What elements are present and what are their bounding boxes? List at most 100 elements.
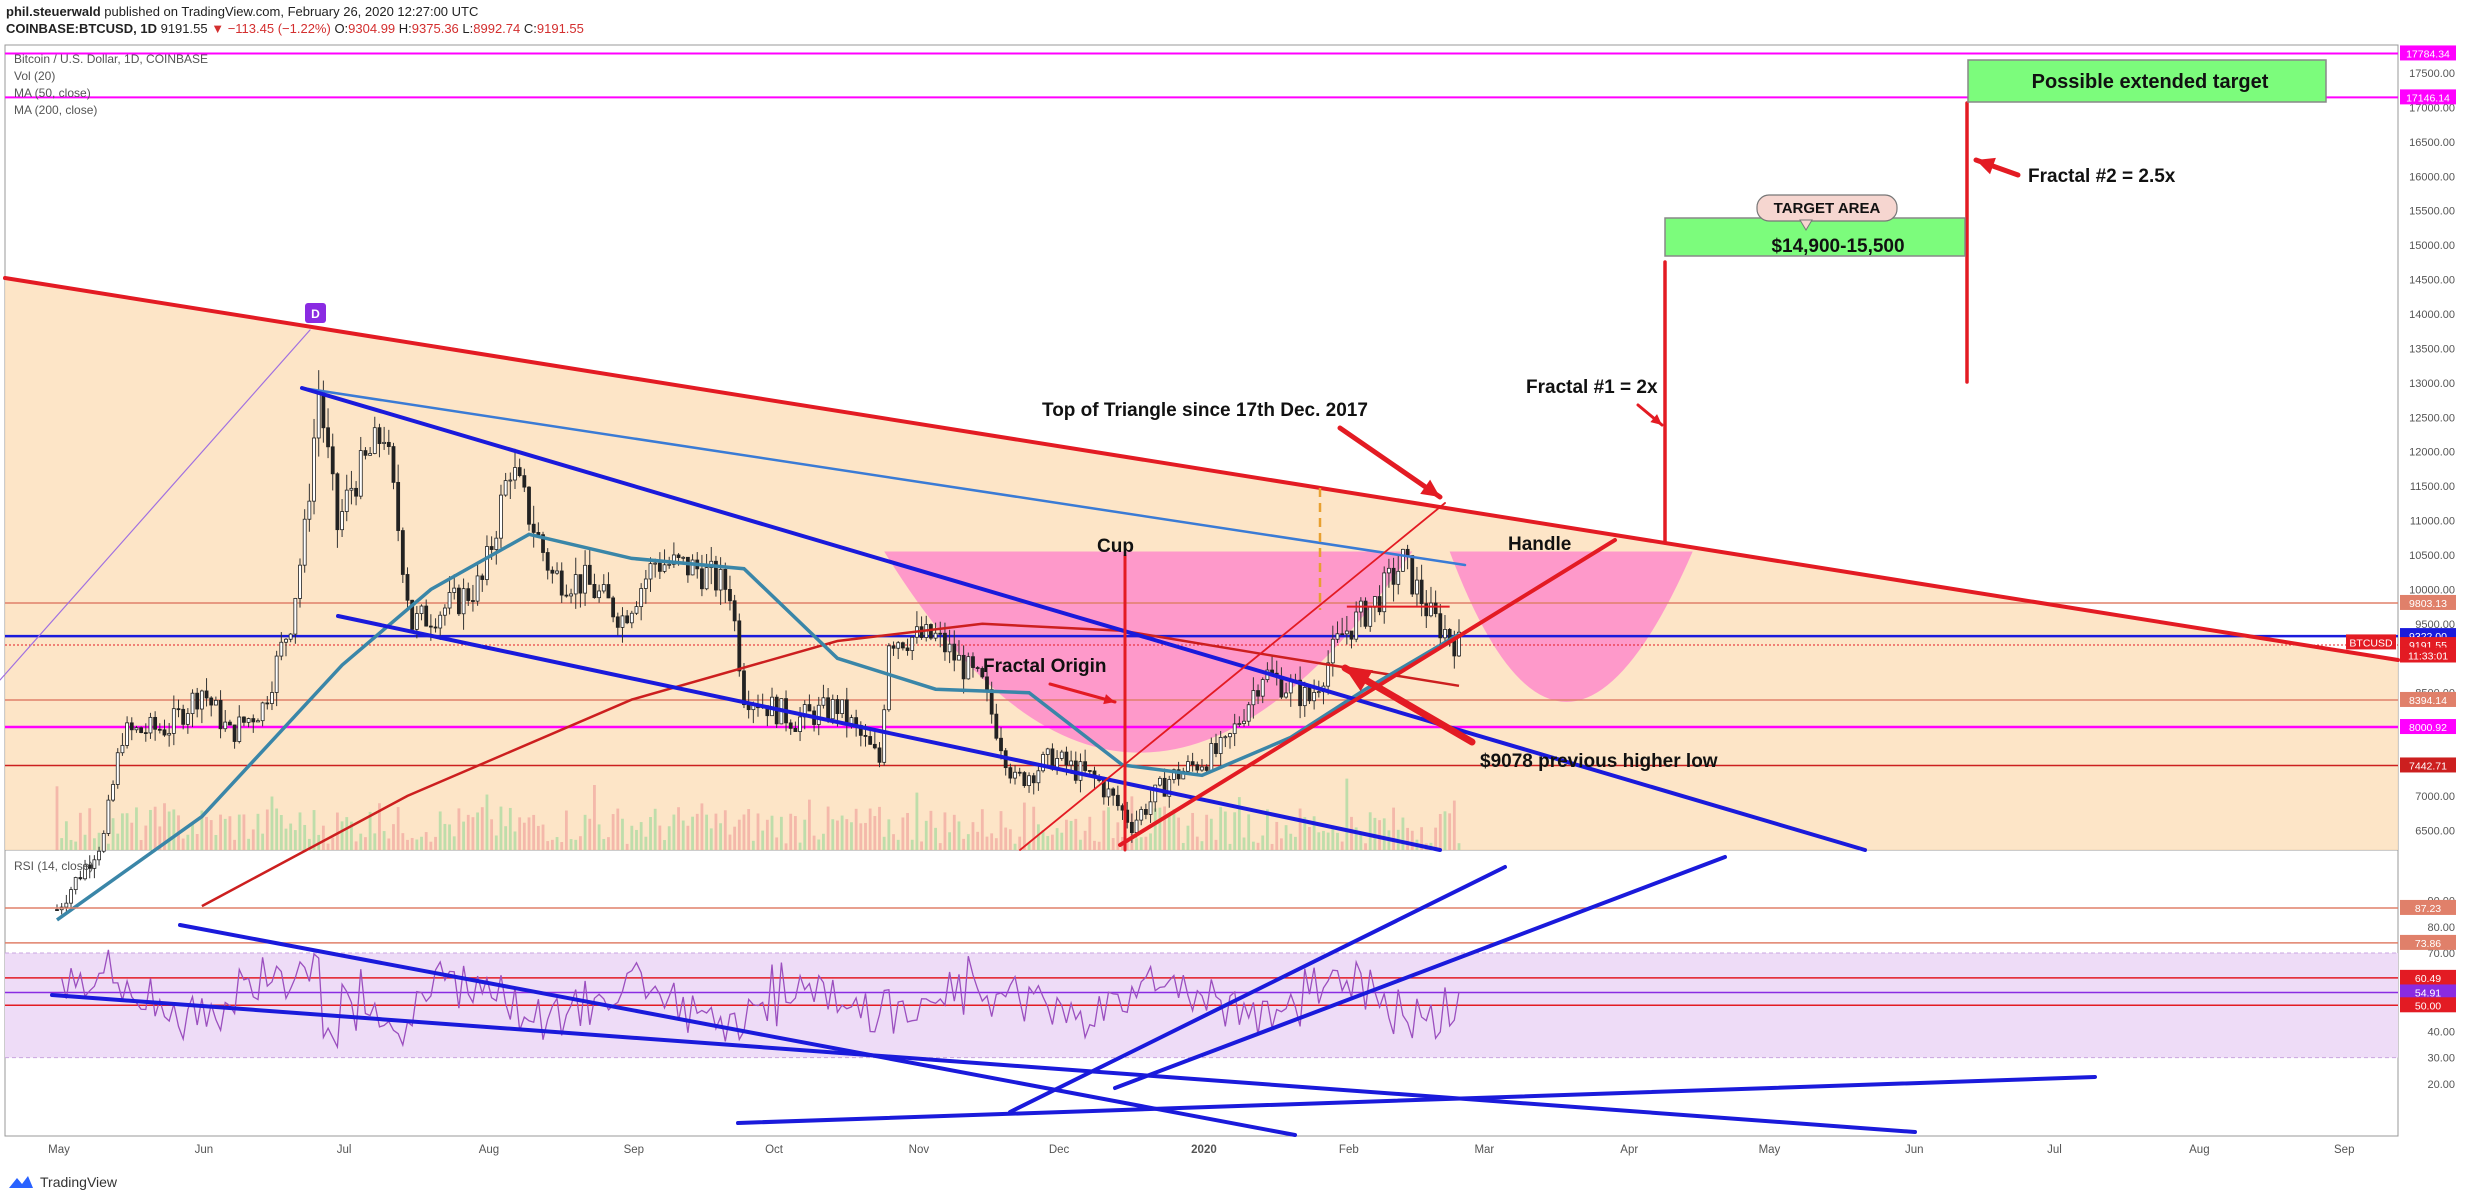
candle-body xyxy=(396,481,401,531)
candle-body xyxy=(316,391,321,439)
volume-bar xyxy=(966,834,970,850)
volume-bar xyxy=(1088,816,1092,850)
volume-bar xyxy=(457,808,461,850)
x-tick-label: Jul xyxy=(337,1144,352,1156)
volume-bar xyxy=(476,812,479,850)
volume-bar xyxy=(957,821,961,850)
candle-body xyxy=(1134,819,1139,833)
falling-channel-upper xyxy=(300,386,1867,852)
volume-bar xyxy=(798,842,802,850)
candle-body xyxy=(840,699,845,714)
candle-body xyxy=(643,578,648,589)
volume-bar xyxy=(1102,810,1106,850)
volume-bar xyxy=(1448,813,1452,850)
candle-body xyxy=(1387,567,1391,574)
volume-bar xyxy=(611,814,615,850)
rsi-tag xyxy=(2400,997,2456,1013)
candle-body xyxy=(989,689,994,715)
volume-bar xyxy=(116,833,120,850)
volume-bar xyxy=(901,817,905,850)
candle-body xyxy=(242,716,246,723)
volume-bar xyxy=(88,808,92,850)
volume-bar xyxy=(747,809,751,850)
volume-bar xyxy=(1406,827,1409,850)
candle-body xyxy=(55,909,59,911)
price-tag xyxy=(2346,634,2396,650)
author-name[interactable]: phil.steuerwald xyxy=(6,4,101,19)
candle-body xyxy=(896,642,901,649)
volume-indicator-label[interactable]: Vol (20) xyxy=(14,69,56,83)
volume-bar xyxy=(822,833,825,850)
candle-body xyxy=(844,699,849,725)
volume-bar xyxy=(1116,822,1120,850)
volume-bar xyxy=(326,843,330,850)
volume-bar xyxy=(808,799,811,850)
candle-body xyxy=(1429,602,1433,617)
candle-body xyxy=(1391,567,1396,585)
candle-body xyxy=(1190,761,1195,766)
rsi-tick-label: 70.00 xyxy=(2427,948,2455,960)
candle-body xyxy=(1415,579,1419,595)
upper-channel-line xyxy=(300,386,1467,567)
volume-bar xyxy=(892,834,895,850)
candle-body xyxy=(1326,662,1331,687)
brand-footer[interactable]: TradingView xyxy=(8,1174,117,1190)
candle-body xyxy=(1344,630,1349,635)
candle-body xyxy=(788,722,793,729)
volume-bar xyxy=(602,838,606,850)
triangle-top-trendline xyxy=(3,276,2400,662)
candle-body xyxy=(615,616,620,628)
rsi-indicator-label[interactable]: RSI (14, close) xyxy=(14,859,94,873)
volume-bar xyxy=(1378,820,1381,850)
volume-bar xyxy=(1046,836,1050,850)
volume-bar xyxy=(1107,807,1110,850)
volume-bar xyxy=(205,816,208,850)
rsi-falling-line-lower xyxy=(50,993,1917,1134)
volume-bar xyxy=(952,814,956,850)
candle-body xyxy=(1087,770,1092,772)
candle-body xyxy=(344,489,349,512)
ma50-indicator-label[interactable]: MA (50, close) xyxy=(14,86,91,100)
candle-body xyxy=(213,699,218,706)
volume-bar xyxy=(1312,816,1316,850)
ma200-indicator-label[interactable]: MA (200, close) xyxy=(14,103,98,117)
candle-body xyxy=(629,612,634,624)
candle-body xyxy=(134,727,139,731)
symbol-title[interactable]: Bitcoin / U.S. Dollar, 1D, COINBASE xyxy=(14,52,209,66)
candle-body xyxy=(139,727,144,733)
volume-bar xyxy=(1457,843,1461,850)
candle-body xyxy=(634,606,639,614)
rsi-tag xyxy=(2400,899,2456,915)
candle-body xyxy=(97,850,101,861)
volume-bar xyxy=(485,794,489,850)
volume-bar xyxy=(149,809,152,850)
volume-bar xyxy=(836,820,839,850)
volume-bar xyxy=(1373,817,1377,850)
arrow-triangle-top-head xyxy=(1420,479,1440,497)
ma50-line xyxy=(55,532,1460,922)
candle-body xyxy=(933,632,938,639)
price-tag xyxy=(2400,45,2456,61)
candle-body xyxy=(69,889,73,904)
volume-bar xyxy=(948,832,952,850)
volume-bar xyxy=(859,823,863,850)
x-tick-label: Sep xyxy=(2334,1144,2354,1156)
volume-bar xyxy=(705,814,708,850)
volume-bar xyxy=(97,832,101,850)
volume-bar xyxy=(962,838,966,850)
volume-bar xyxy=(284,828,288,850)
volume-bar xyxy=(1392,807,1395,850)
volume-bar xyxy=(1350,816,1353,850)
candle-body xyxy=(536,532,541,536)
candle-body xyxy=(1419,579,1424,605)
volume-bar xyxy=(1251,841,1255,850)
x-tick-label: Jun xyxy=(1905,1144,1924,1156)
volume-bar xyxy=(1317,832,1321,850)
candle-body xyxy=(961,654,966,680)
volume-bar xyxy=(714,813,718,850)
volume-bar xyxy=(438,811,442,850)
candle-body xyxy=(1438,613,1443,639)
price-tag-label: 17146.14 xyxy=(2406,92,2450,104)
close-value: 9191.55 xyxy=(536,21,584,36)
